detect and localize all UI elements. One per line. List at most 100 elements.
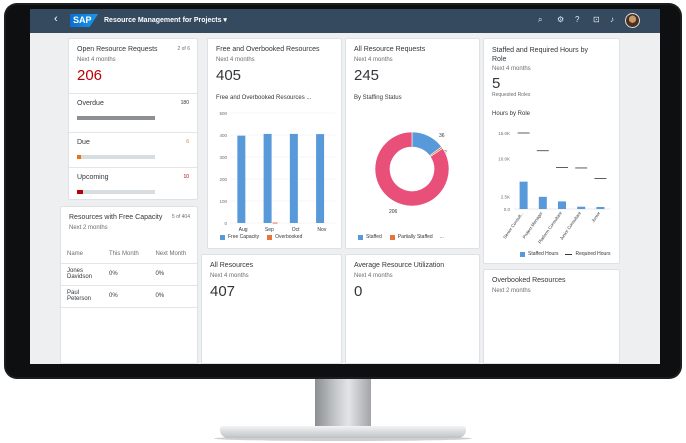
column-header[interactable]: Name — [61, 245, 103, 264]
y-tick-label: 15.0K — [498, 131, 510, 136]
kpi-value: 407 — [210, 283, 236, 300]
card-subtitle: Next 4 months — [210, 273, 249, 279]
legend-label: Staffed — [366, 234, 382, 240]
y-tick-label: 0.0 — [504, 207, 511, 212]
bar — [316, 134, 325, 223]
card-title: All Resources — [210, 262, 254, 269]
pie-slice — [374, 131, 450, 207]
app-title[interactable]: Resource Management for Projects ▾ — [104, 17, 227, 24]
card-subtitle: Next 4 months — [77, 57, 116, 63]
data-label: 206 — [389, 209, 398, 215]
legend-swatch — [220, 234, 225, 240]
settings-icon[interactable]: ⚙ — [557, 15, 565, 24]
staffed-hours-card[interactable]: Staffed and Required Hours by Role Next … — [483, 38, 620, 264]
bar — [263, 133, 272, 223]
screen: ‹ SAP Resource Management for Projects ▾… — [30, 9, 660, 364]
table-row[interactable]: Paul Peterson 0% 0% — [61, 285, 197, 308]
card-title: Free and Overbooked Resources — [216, 46, 320, 53]
card-subtitle: Next 4 months — [354, 57, 393, 63]
x-tick-label: Aug — [239, 227, 248, 233]
bar-staffed — [558, 201, 566, 209]
legend-label: Overbooked — [275, 234, 303, 240]
gift-icon[interactable]: ⊡ — [593, 15, 600, 24]
bar — [289, 133, 298, 223]
overbooked-card[interactable]: Overbooked Resources Next 2 months — [483, 269, 620, 364]
x-tick-label: Sep — [265, 227, 274, 233]
open-requests-card[interactable]: Open Resource Requests 2 of 6 Next 4 mon… — [68, 38, 198, 200]
card-title: Staffed and Required Hours by Role — [492, 47, 588, 63]
y-tick-label: 2.5K — [501, 194, 510, 199]
card-subtitle: Next 2 months — [69, 225, 108, 231]
all-requests-card[interactable]: All Resource Requests Next 4 months 245 … — [345, 38, 480, 249]
free-capacity-table: Name This Month Next Month Jones Davidso… — [61, 245, 197, 308]
donut-chart-staffing: 362206 — [374, 131, 450, 215]
search-icon[interactable]: ⌕ — [538, 15, 543, 24]
card-subtitle: Next 4 months — [354, 273, 393, 279]
x-tick-label: Junior — [590, 210, 601, 223]
sap-logo: SAP — [70, 14, 98, 27]
y-tick-label: 400 — [219, 133, 227, 138]
shell-bar: ‹ SAP Resource Management for Projects ▾… — [30, 9, 660, 33]
kpi-row-overdue[interactable]: Overdue 180 — [69, 93, 197, 127]
y-tick-label: 100 — [219, 199, 227, 204]
legend-label: Staffed Hours — [528, 251, 559, 257]
legend-swatch — [565, 253, 573, 255]
data-label: 36 — [439, 133, 445, 139]
legend-more[interactable]: ... — [439, 234, 444, 240]
free-overbooked-card[interactable]: Free and Overbooked Resources Next 4 mon… — [207, 38, 342, 249]
legend-swatch — [358, 234, 363, 240]
cell-this-month: 0% — [103, 285, 150, 308]
kpi-value: 245 — [354, 67, 380, 84]
card-count: 5 of 404 — [171, 214, 190, 220]
kpi-count: 6 — [186, 139, 189, 145]
card-subtitle: Next 4 months — [492, 66, 531, 72]
y-tick-label: 10.0K — [498, 156, 510, 161]
free-capacity-card[interactable]: Resources with Free Capacity 5 of 404 Ne… — [60, 206, 198, 364]
table-row[interactable]: Jones Davidson 0% 0% — [61, 263, 197, 286]
card-title: All Resource Requests — [354, 46, 426, 53]
kpi-bar-fill — [77, 190, 84, 194]
avg-utilization-card[interactable]: Average Resource Utilization Next 4 mont… — [345, 254, 480, 364]
cell-next-month: 0% — [149, 285, 197, 308]
card-title: Resources with Free Capacity — [69, 214, 163, 221]
column-header[interactable]: This Month — [103, 245, 150, 264]
help-icon[interactable]: ? — [575, 15, 580, 24]
legend-label: Partially Staffed — [397, 234, 433, 240]
kpi-bar-fill — [77, 155, 81, 159]
kpi-label: Overdue — [77, 100, 104, 107]
x-tick-label: Senior Consult... — [502, 211, 524, 240]
kpi-row-upcoming[interactable]: Upcoming 10 — [69, 167, 197, 199]
kpi-row-due[interactable]: Due 6 — [69, 132, 197, 166]
y-tick-label: 300 — [219, 155, 227, 160]
back-icon[interactable]: ‹ — [54, 13, 58, 25]
column-header[interactable]: Next Month — [149, 245, 197, 264]
y-tick-label: 500 — [219, 111, 227, 116]
y-tick-label: 200 — [219, 177, 227, 182]
bar-staffed — [596, 207, 605, 209]
monitor-stand-shadow — [214, 436, 472, 441]
card-title: Open Resource Requests — [77, 46, 158, 53]
chart-title: By Staffing Status — [354, 95, 402, 101]
y-tick-label: 0 — [224, 221, 227, 226]
cell-name: Jones Davidson — [61, 263, 103, 286]
kpi-bar — [77, 190, 155, 194]
kpi-bar — [77, 155, 155, 159]
bar-staffed — [519, 181, 528, 209]
kpi-count: 10 — [183, 174, 189, 180]
x-tick-label: Junior Consultant — [559, 210, 583, 241]
legend-label: Free Capacity — [228, 234, 260, 240]
all-resources-card[interactable]: All Resources Next 4 months 407 — [201, 254, 342, 364]
kpi-unit: Requested Roles — [492, 92, 531, 98]
card-count: 2 of 6 — [177, 46, 190, 52]
card-subtitle: Next 4 months — [216, 57, 255, 63]
bell-icon[interactable]: ♪ — [610, 15, 614, 24]
card-title: Overbooked Resources — [492, 277, 566, 284]
bar-staffed — [538, 196, 547, 209]
cell-name: Paul Peterson — [61, 285, 103, 308]
x-tick-label: Nov — [317, 227, 326, 233]
bar-chart-free-overbooked: 0 100 200 300 400 500 Aug Sep Oct Nov — [219, 111, 335, 233]
chart-title: Free and Overbooked Resources ... — [216, 95, 312, 101]
kpi-count: 180 — [180, 100, 189, 106]
kpi-bar — [77, 116, 155, 120]
avatar[interactable] — [625, 13, 640, 28]
